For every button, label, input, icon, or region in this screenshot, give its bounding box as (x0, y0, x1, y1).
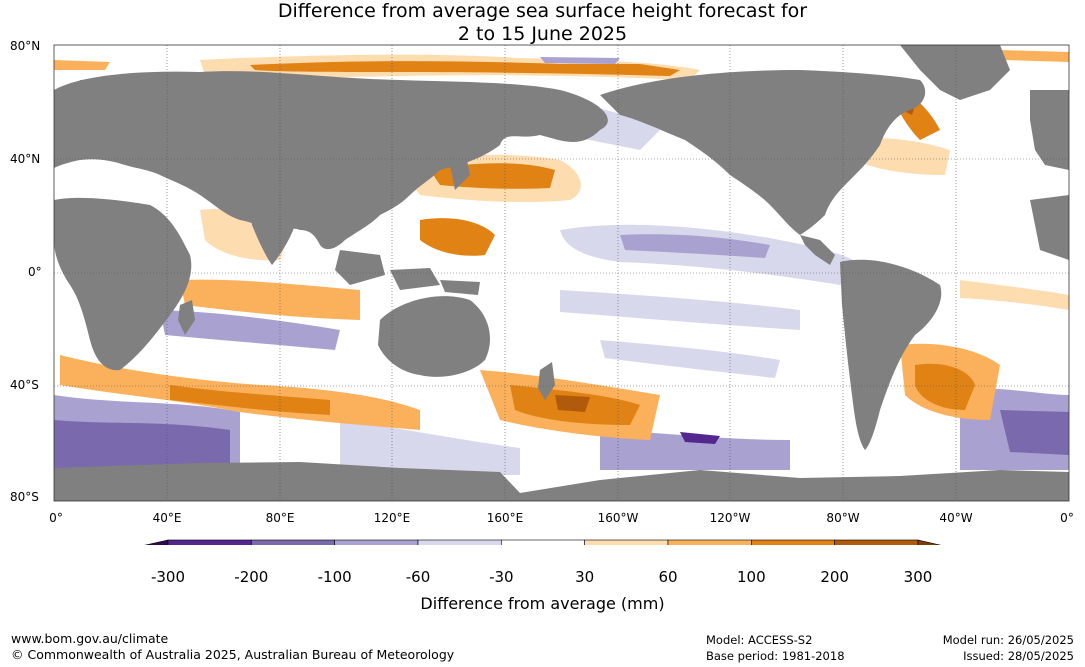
colorbar-title: Difference from average (mm) (420, 594, 665, 613)
colorbar-tick-label: -60 (405, 568, 431, 586)
lon-label-160e: 160°E (486, 511, 524, 525)
title-line-1: Difference from average sea surface heig… (277, 0, 808, 22)
colorbar-swatch (751, 539, 835, 545)
lon-label-40e: 40°E (152, 511, 182, 525)
anomaly-field (54, 50, 1069, 475)
footer-copyright: © Commonwealth of Australia 2025, Austra… (11, 647, 455, 662)
colorbar-extend-low (144, 539, 169, 545)
footer-model: Model: ACCESS-S2 (706, 633, 813, 647)
lat-label-40s: 40°S (10, 378, 39, 392)
colorbar-tick-label: 60 (658, 568, 678, 586)
sea-height-map (53, 44, 1070, 545)
colorbar-swatch (501, 539, 585, 545)
colorbar-swatch (167, 539, 252, 545)
footer-model-run: Model run: 26/05/2025 (942, 633, 1074, 647)
lat-label-80s: 80°S (10, 490, 39, 504)
lon-label-120w: 120°W (709, 511, 751, 525)
colorbar-tick-label: -200 (234, 568, 269, 586)
lon-label-40w: 40°W (939, 511, 973, 525)
lat-label-80n: 80°N (10, 39, 41, 53)
colorbar-tick-label: -30 (489, 568, 514, 586)
lon-label-120e: 120°E (373, 511, 411, 525)
title-line-2: 2 to 15 June 2025 (457, 23, 628, 45)
colorbar-swatch (334, 539, 419, 545)
colorbar-tick-label: 30 (575, 568, 595, 586)
colorbar-tick-label: -300 (150, 568, 186, 586)
colorbar-extend-high (917, 539, 942, 545)
colorbar-tick-label: 200 (820, 568, 849, 586)
graticule (54, 45, 1069, 501)
map-title: Difference from average sea surface heig… (0, 0, 1085, 46)
colorbar-tick-label: 100 (737, 568, 766, 586)
lon-label-80w: 80°W (826, 511, 860, 525)
colorbar-swatch (834, 539, 919, 545)
lat-label-0: 0° (28, 265, 42, 279)
colorbar-swatch (584, 539, 669, 545)
colorbar (144, 539, 942, 545)
colorbar-tick-label: 300 (903, 568, 933, 586)
colorbar-swatch (667, 539, 752, 545)
lon-label-0-left: 0° (49, 511, 63, 525)
lon-label-160w: 160°W (597, 511, 639, 525)
colorbar-swatch (417, 539, 502, 545)
lon-label-80e: 80°E (265, 511, 295, 525)
footer-issued: Issued: 28/05/2025 (963, 649, 1074, 663)
lon-label-0-right: 0° (1060, 511, 1074, 525)
lat-label-40n: 40°N (10, 152, 41, 166)
land-masses (54, 45, 1069, 501)
map-frame (53, 44, 1070, 502)
colorbar-tick-label: -100 (317, 568, 352, 586)
footer-base-period: Base period: 1981-2018 (706, 649, 845, 663)
footer-url: www.bom.gov.au/climate (11, 631, 169, 646)
colorbar-swatch (251, 539, 335, 545)
